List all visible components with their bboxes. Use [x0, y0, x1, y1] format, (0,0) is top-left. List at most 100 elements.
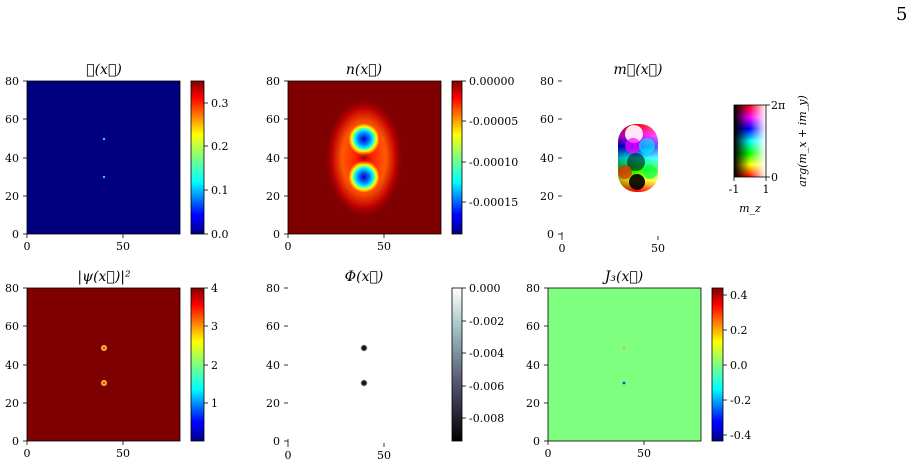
y-tick-label: 20 [266, 190, 280, 203]
colorbar-tick-label: 4 [211, 282, 218, 295]
panel-density-xticks: 0 50 [285, 234, 391, 253]
x-tick-label: 50 [377, 240, 391, 253]
panel-density-colorbar: 0.00000 -0.00005 -0.00010 -0.00015 [451, 75, 518, 235]
colorbar-tick-label: 0.2 [730, 324, 748, 337]
panel-energy-yticks: 80 60 40 20 0 [5, 75, 27, 241]
panel-density-lobe [347, 122, 381, 156]
colorbar-tick-label: -0.00010 [469, 156, 518, 169]
panel-energy-xticks: 0 50 [24, 234, 130, 253]
panel-energy-title: ℰ(x⃗) [86, 62, 122, 78]
panel-energy-hotspot [102, 175, 106, 179]
panel-psi-colorbar: 1 2 3 4 [190, 282, 218, 442]
y-tick-label: 80 [266, 75, 280, 88]
colorbar-tick-label: 0.4 [730, 289, 748, 302]
y-tick-label: 80 [5, 75, 19, 88]
panel-phi-xticks: 0 50 [285, 443, 391, 462]
panel-psi-title: |ψ(x⃗)|² [77, 269, 131, 285]
y-tick-label: 80 [526, 282, 540, 295]
colorbar-tick-label: 0.3 [211, 97, 229, 110]
colorbar-tick-label: -0.002 [469, 315, 504, 328]
panel-magnetization-xticks: 0 50 [559, 236, 665, 255]
y-tick-label: 20 [5, 397, 19, 410]
x-tick-label: 0 [24, 240, 31, 253]
colorbar-tick-label: -0.00005 [469, 115, 518, 128]
x-tick-label: 0 [559, 242, 566, 255]
panel-current-yticks: 80 60 40 20 0 [526, 282, 548, 448]
colorbar-tick-label: 0.2 [211, 140, 229, 153]
panel-magnetization-colorwheel: 2π 0 -1 1 m_z arg(m_x + im_y) [729, 95, 809, 215]
colorbar-tick-label: 1 [211, 397, 218, 410]
panel-current-hotspot [622, 381, 626, 385]
y-tick-label: 20 [540, 190, 554, 203]
panel-density: n(x⃗) 80 60 40 20 0 0 50 [266, 62, 518, 253]
panel-energy-heatmap [26, 80, 181, 235]
x-tick-label: 0 [285, 240, 292, 253]
x-tick-label: 50 [116, 240, 130, 253]
y-tick-label: 40 [540, 152, 554, 165]
panel-phi-yticks: 80 60 40 20 0 [266, 282, 289, 448]
x-tick-label: 50 [116, 447, 130, 460]
y-tick-label: 60 [5, 113, 19, 126]
x-tick-label: 50 [637, 447, 651, 460]
colorbar-tick-label: 0.00000 [469, 75, 515, 88]
panel-magnetization: m⃗(x⃗) 80 60 40 20 0 [540, 62, 809, 255]
x-tick-label: 0 [285, 449, 292, 462]
colorbar-tick-label: -0.008 [469, 412, 504, 425]
y-tick-label: 20 [526, 397, 540, 410]
y-tick-label: 60 [266, 320, 280, 333]
panel-density-yticks: 80 60 40 20 0 [266, 75, 288, 241]
colorbar-tick-label: 3 [211, 320, 218, 333]
colorbar-tick-label: -0.00015 [469, 196, 518, 209]
colorwheel-ylabel: arg(m_x + im_y) [796, 95, 809, 186]
y-tick-label: 60 [266, 113, 280, 126]
panel-energy-hotspot [102, 137, 106, 141]
panel-phi-dip [360, 344, 368, 352]
colorbar-tick-label: 0.1 [211, 184, 229, 197]
y-tick-label: 0 [273, 435, 280, 448]
colorwheel-bottom-label: 0 [771, 171, 778, 184]
colorbar-tick-label: -0.006 [469, 380, 504, 393]
panel-phi: Φ(x⃗) 80 60 40 20 0 0 50 [266, 269, 504, 462]
colorwheel-xlabel: m_z [739, 202, 761, 215]
panel-current-colorbar: 0.4 0.2 0.0 -0.2 -0.4 [711, 287, 751, 442]
panel-density-title: n(x⃗) [346, 62, 382, 78]
panel-phi-colorbar: 0.000 -0.002 -0.004 -0.006 -0.008 [451, 282, 504, 442]
panel-current-xticks: 0 50 [545, 441, 651, 460]
colorwheel-left-label: -1 [729, 183, 740, 196]
panel-current-hotspot [622, 346, 626, 350]
y-tick-label: 80 [5, 282, 19, 295]
colorbar-tick-label: 2 [211, 359, 218, 372]
x-tick-label: 0 [545, 447, 552, 460]
panel-phi-dip [360, 379, 368, 387]
panel-psi-xticks: 0 50 [24, 441, 130, 460]
y-tick-label: 0 [12, 435, 19, 448]
panel-phi-title: Φ(x⃗) [345, 269, 384, 285]
y-tick-label: 60 [526, 320, 540, 333]
y-tick-label: 40 [5, 359, 19, 372]
panel-energy-colorbar: 0.0 0.1 0.2 0.3 [190, 80, 229, 241]
x-tick-label: 50 [651, 242, 665, 255]
colorbar-tick-label: 0.0 [211, 228, 229, 241]
y-tick-label: 80 [540, 75, 554, 88]
y-tick-label: 20 [5, 190, 19, 203]
panel-psi: |ψ(x⃗)|² 80 60 40 20 0 0 50 [5, 269, 218, 460]
page-number: 5 [896, 4, 908, 25]
panel-psi-heatmap [26, 287, 181, 442]
panel-density-core [353, 151, 375, 165]
panel-current-title: J₃(x⃗) [602, 269, 643, 285]
panel-energy: ℰ(x⃗) 80 60 40 20 0 0 50 0.0 [5, 62, 229, 253]
y-tick-label: 60 [5, 320, 19, 333]
colorbar-tick-label: -0.004 [469, 347, 504, 360]
x-tick-label: 0 [24, 447, 31, 460]
y-tick-label: 40 [5, 152, 19, 165]
colorbar-tick-label: 0.000 [469, 282, 501, 295]
y-tick-label: 40 [266, 152, 280, 165]
colorbar-tick-label: -0.4 [730, 429, 751, 442]
panel-magnetization-title: m⃗(x⃗) [614, 62, 663, 78]
panel-current-heatmap [547, 287, 702, 442]
y-tick-label: 20 [266, 397, 280, 410]
panel-magnetization-yticks: 80 60 40 20 0 [540, 75, 563, 241]
panel-density-lobe [347, 160, 381, 194]
colorwheel-right-label: 1 [763, 183, 770, 196]
